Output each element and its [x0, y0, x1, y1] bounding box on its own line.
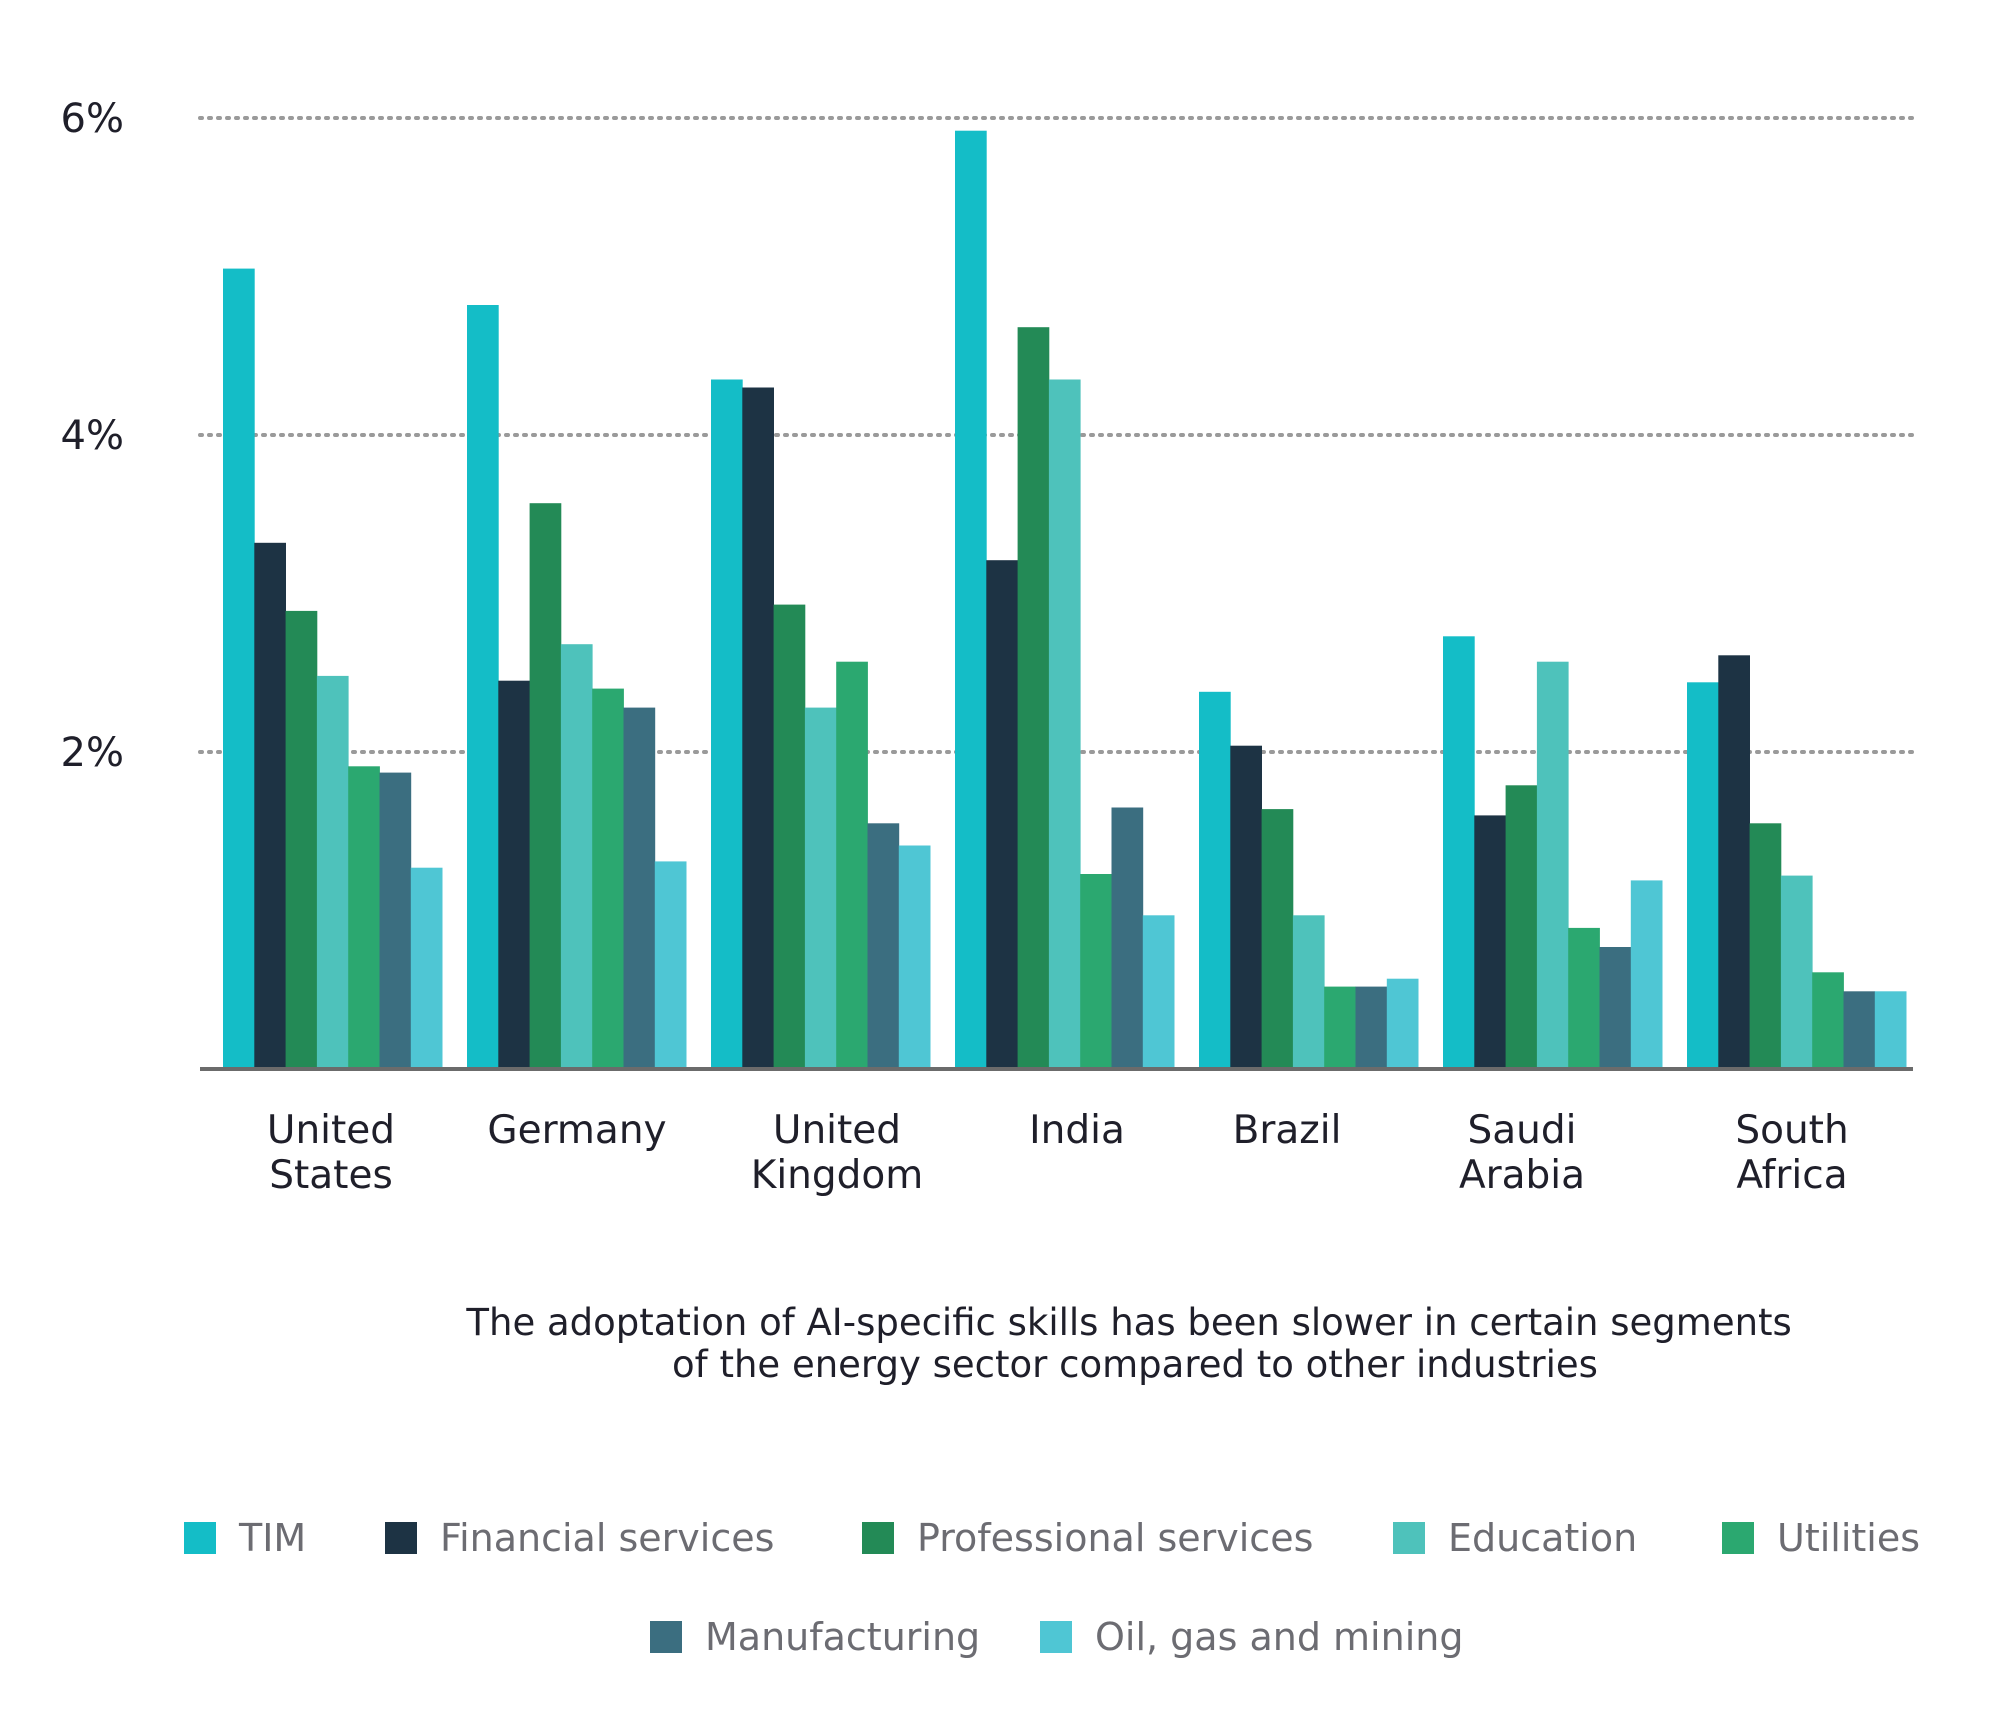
y-tick-labels: 2% 4% 6%: [61, 96, 124, 776]
bar: [867, 823, 900, 1069]
legend-label: Professional services: [917, 1516, 1313, 1560]
bar: [348, 766, 380, 1069]
legend-label: Financial services: [440, 1516, 774, 1560]
legend-item: Financial services: [385, 1516, 774, 1560]
bar: [711, 379, 743, 1069]
bar: [1687, 682, 1719, 1069]
category-label: Saudi Arabia: [1459, 1108, 1585, 1198]
category-label: Brazil: [1233, 1108, 1342, 1153]
legend-item: TIM: [184, 1516, 306, 1560]
bar: [1874, 991, 1907, 1069]
bar: [1386, 978, 1419, 1069]
category-label: India: [1029, 1108, 1125, 1153]
bar: [592, 688, 624, 1069]
category-labels: United States Germany United Kingdom India Bra…: [267, 1108, 1849, 1198]
legend-label: Utilities: [1777, 1516, 1920, 1560]
bar: [1355, 986, 1388, 1069]
bar: [898, 845, 931, 1069]
bar: [1812, 972, 1844, 1069]
bar: [1048, 379, 1081, 1069]
bar: [379, 772, 412, 1069]
bar: [410, 867, 443, 1069]
bar: [1230, 745, 1262, 1069]
y-tick-label: 4%: [61, 413, 124, 459]
bar: [1843, 991, 1876, 1069]
bar: [1111, 807, 1144, 1069]
bar: [1443, 636, 1475, 1069]
y-tick-label: 2%: [61, 730, 124, 776]
legend-swatch: [385, 1522, 417, 1554]
bar: [316, 675, 349, 1069]
legend-swatch: [650, 1621, 682, 1653]
legend-item: Education: [1393, 1516, 1637, 1560]
legend-swatch: [184, 1522, 216, 1554]
bar: [986, 560, 1018, 1069]
bar: [529, 503, 562, 1069]
bar: [623, 707, 656, 1069]
bar: [254, 542, 286, 1069]
bar: [498, 680, 530, 1069]
bar: [1536, 661, 1569, 1069]
bar: [1599, 947, 1632, 1069]
bar: [1261, 809, 1294, 1069]
bar: [836, 661, 868, 1069]
legend-label: Oil, gas and mining: [1095, 1615, 1463, 1659]
chart-caption: The adoptation of AI-specific skills has…: [465, 1301, 1803, 1386]
legend-label: TIM: [238, 1516, 306, 1560]
bar: [1292, 915, 1325, 1069]
legend-item: Professional services: [862, 1516, 1313, 1560]
bar: [1474, 815, 1506, 1069]
legend-item: Manufacturing: [650, 1615, 980, 1659]
bar: [1568, 927, 1600, 1069]
y-tick-label: 6%: [61, 96, 124, 142]
bar: [1324, 986, 1356, 1069]
legend-swatch: [1722, 1522, 1754, 1554]
category-label: United States: [267, 1108, 395, 1198]
bar: [467, 305, 499, 1069]
category-label: Germany: [487, 1108, 666, 1153]
bar: [1749, 823, 1782, 1069]
bar: [654, 861, 687, 1069]
bar: [223, 268, 255, 1070]
bar: [1780, 875, 1813, 1069]
category-label: United Kingdom: [751, 1108, 924, 1198]
bar: [1505, 785, 1538, 1069]
bar: [1080, 874, 1112, 1069]
bar: [742, 387, 774, 1069]
legend-item: Utilities: [1722, 1516, 1920, 1560]
category-label: South Africa: [1735, 1108, 1848, 1198]
bar: [804, 707, 837, 1069]
legend-swatch: [1040, 1621, 1072, 1653]
legend-item: Oil, gas and mining: [1040, 1615, 1463, 1659]
legend-swatch: [1393, 1522, 1425, 1554]
legend: TIM Financial services Professional servic…: [184, 1516, 1920, 1659]
bar: [1630, 880, 1663, 1069]
bar: [1718, 655, 1750, 1069]
bar: [285, 610, 318, 1069]
bar: [560, 644, 593, 1069]
bar: [773, 604, 806, 1069]
bar: [1017, 327, 1050, 1069]
legend-label: Manufacturing: [705, 1615, 980, 1659]
bars: [223, 130, 1907, 1070]
bar: [1142, 915, 1175, 1069]
bar: [1199, 691, 1231, 1069]
bar: [955, 130, 987, 1069]
legend-label: Education: [1448, 1516, 1637, 1560]
legend-swatch: [862, 1522, 894, 1554]
